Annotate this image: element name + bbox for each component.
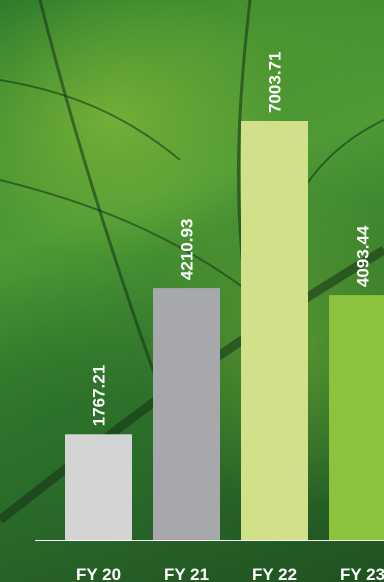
x-tick-label: FY 21 — [164, 565, 209, 582]
bar — [329, 295, 384, 540]
value-label: 7003.71 — [266, 52, 285, 113]
x-tick-label: FY 22 — [252, 565, 297, 582]
x-tick-label: FY 20 — [76, 565, 121, 582]
bar — [153, 288, 220, 540]
bar — [65, 434, 132, 540]
value-label: 4093.44 — [354, 225, 373, 287]
bar — [241, 121, 308, 540]
x-tick-label: FY 23 — [340, 565, 384, 582]
value-label: 1767.21 — [90, 365, 109, 426]
value-label: 4210.93 — [178, 219, 197, 280]
